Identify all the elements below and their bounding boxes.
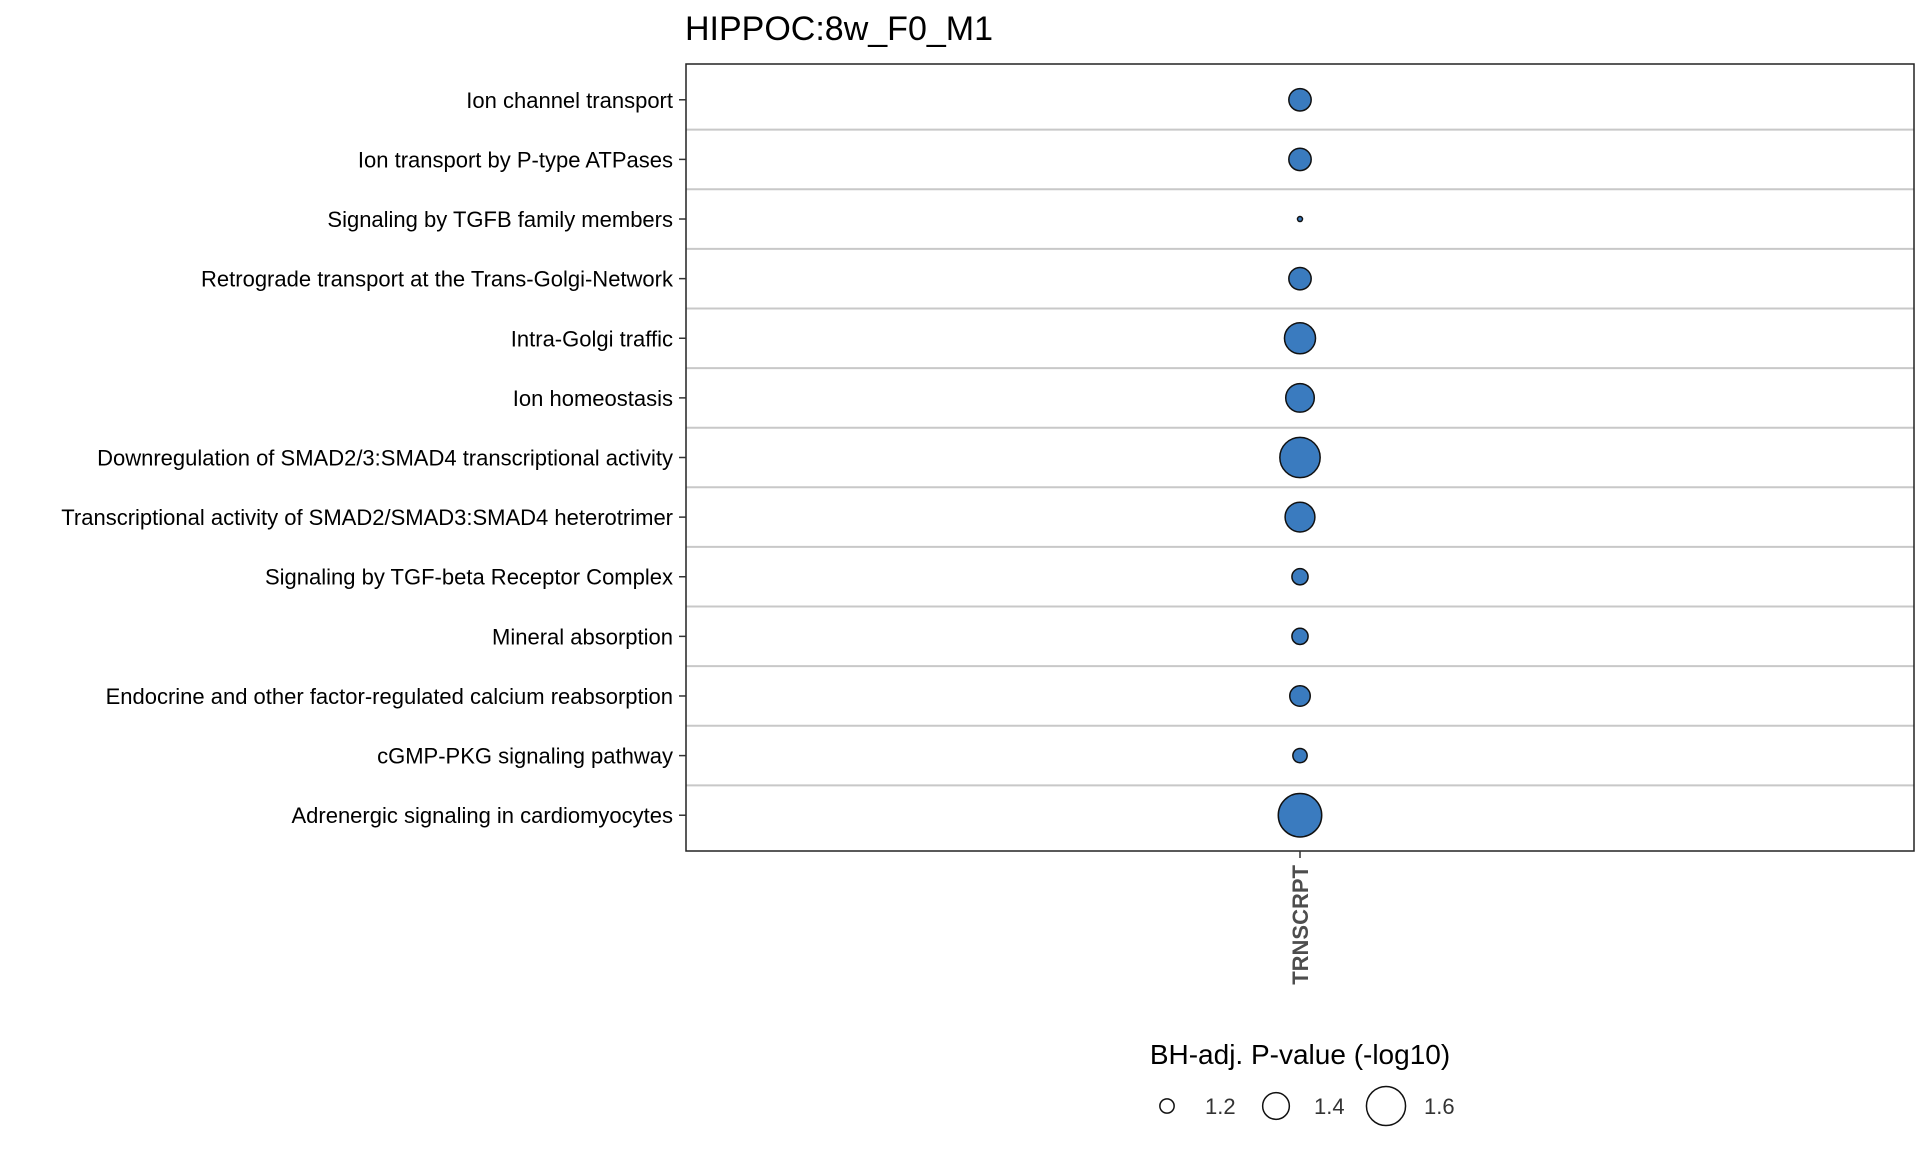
y-tick-label: Transcriptional activity of SMAD2/SMAD3:… (61, 505, 673, 530)
legend-key (1159, 1098, 1175, 1114)
y-tick-label: Retrograde transport at the Trans-Golgi-… (201, 267, 674, 292)
y-tick-label: Signaling by TGFB family members (327, 207, 673, 232)
x-tick-label: TRNSCRPT (1288, 864, 1313, 984)
data-point (1284, 382, 1316, 413)
legend-key (1261, 1091, 1291, 1121)
chart-title: HIPPOC:8w_F0_M1 (685, 10, 993, 48)
legend-label: 1.4 (1314, 1094, 1345, 1119)
data-point (1296, 215, 1304, 223)
y-tick-label: Adrenergic signaling in cardiomyocytes (291, 803, 673, 828)
y-tick-label: Endocrine and other factor-regulated cal… (106, 684, 673, 709)
data-point (1288, 266, 1312, 291)
y-tick-label: Intra-Golgi traffic (511, 326, 673, 351)
data-point (1291, 567, 1309, 586)
data-point (1288, 147, 1312, 172)
data-point (1292, 747, 1308, 764)
y-tick-label: Ion homeostasis (513, 386, 673, 411)
y-tick-label: Mineral absorption (492, 624, 673, 649)
data-points (1277, 87, 1323, 838)
data-point (1284, 501, 1316, 533)
y-tick-label: Signaling by TGF-beta Receptor Complex (265, 565, 673, 590)
legend-title: BH-adj. P-value (-log10) (1150, 1039, 1450, 1070)
data-point (1291, 627, 1309, 646)
x-axis: TRNSCRPT (1288, 851, 1313, 985)
data-point (1288, 87, 1312, 112)
legend-label: 1.6 (1424, 1094, 1455, 1119)
y-tick-label: Ion channel transport (466, 88, 673, 113)
legend-label: 1.2 (1205, 1094, 1236, 1119)
size-legend: BH-adj. P-value (-log10) 1.2 1.4 1.6 (1150, 1039, 1455, 1127)
y-tick-label: cGMP-PKG signaling pathway (377, 744, 673, 769)
legend-key (1365, 1085, 1407, 1127)
data-point (1279, 436, 1321, 479)
data-point (1283, 321, 1317, 355)
y-tick-label: Ion transport by P-type ATPases (358, 147, 673, 172)
plot-panel (685, 63, 1915, 852)
data-point (1277, 792, 1323, 838)
y-axis: Ion channel transport Ion transport by P-… (61, 88, 686, 828)
y-tick-label: Downregulation of SMAD2/3:SMAD4 transcri… (97, 446, 673, 471)
data-point (1289, 684, 1311, 707)
